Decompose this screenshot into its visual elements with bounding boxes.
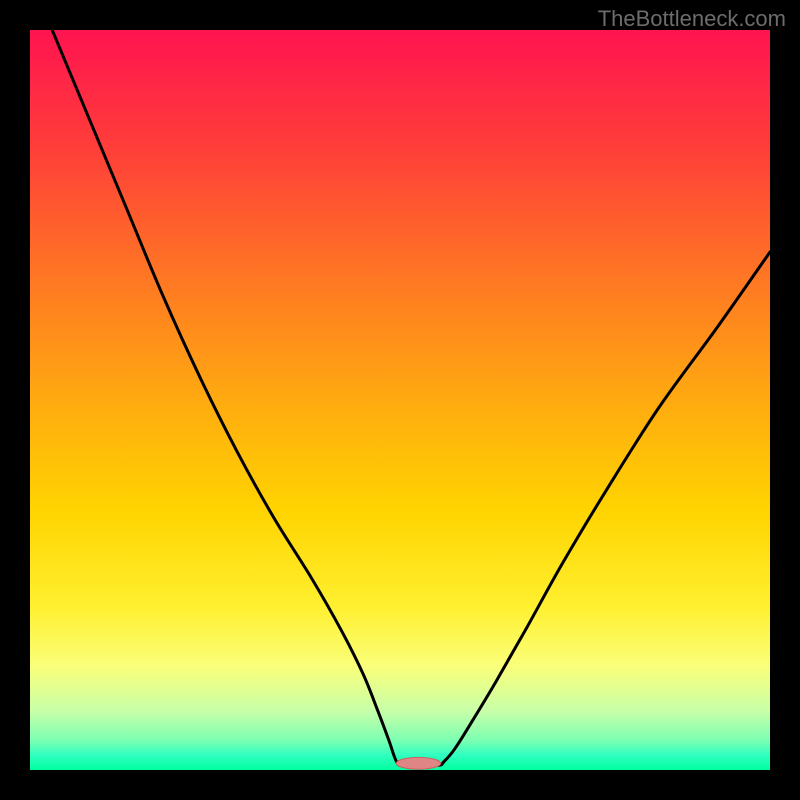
gradient-background (30, 30, 770, 770)
optimal-point-marker (396, 757, 440, 769)
outer-frame: TheBottleneck.com (0, 0, 800, 800)
watermark-text: TheBottleneck.com (598, 6, 786, 32)
plot-area (30, 30, 770, 770)
bottleneck-chart (30, 30, 770, 770)
